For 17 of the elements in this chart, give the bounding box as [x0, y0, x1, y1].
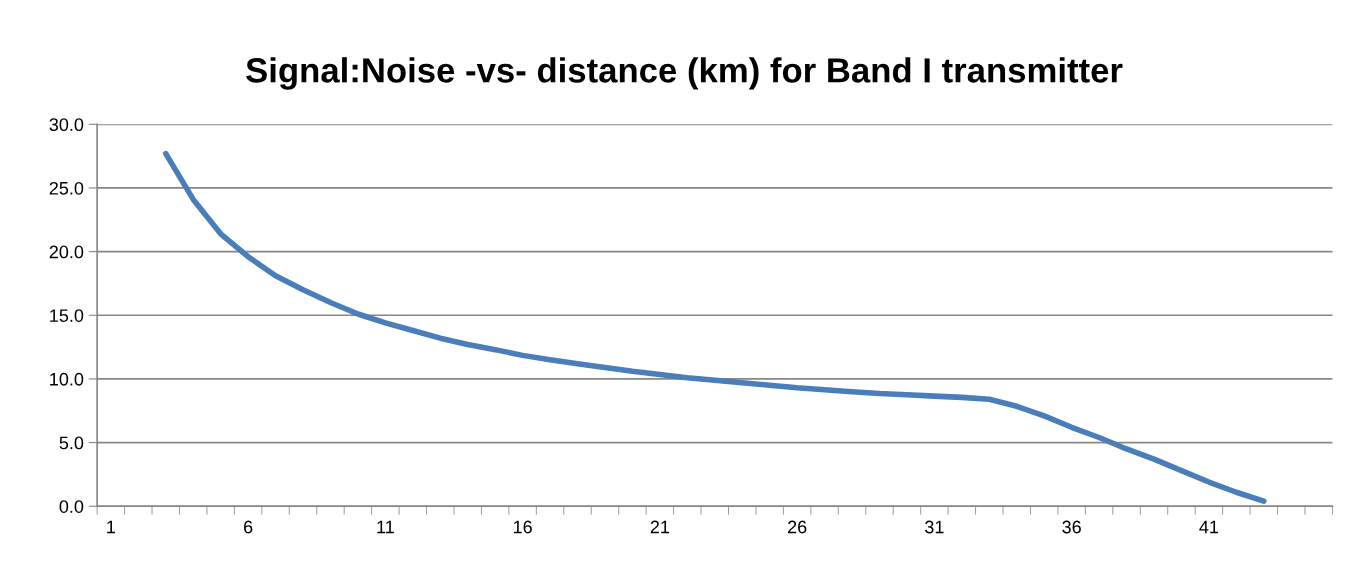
x-tick-label: 21 — [650, 520, 670, 534]
x-tick-label: 26 — [788, 520, 807, 534]
y-tick-label: 20.0 — [49, 245, 84, 259]
x-tick-label: 16 — [513, 520, 532, 534]
y-tick-label: 0.0 — [59, 500, 84, 513]
chart-title: Signal:Noise -vs- distance (km) for Band I transmitter — [246, 57, 1123, 90]
y-tick-label: 10.0 — [50, 372, 84, 386]
x-tick-label: 41 — [1199, 520, 1219, 534]
x-tick-label: 36 — [1062, 520, 1081, 534]
x-tick-label: 6 — [244, 520, 253, 534]
y-tick-label: 30.0 — [49, 118, 84, 132]
y-tick-label: 25.0 — [49, 181, 84, 195]
x-tick-label: 11 — [377, 520, 394, 534]
x-tick-label: 31 — [925, 520, 944, 534]
y-tick-label: 5.0 — [59, 436, 84, 450]
y-tick-label: 15.0 — [50, 309, 84, 322]
x-tick-label: 1 — [107, 520, 115, 534]
